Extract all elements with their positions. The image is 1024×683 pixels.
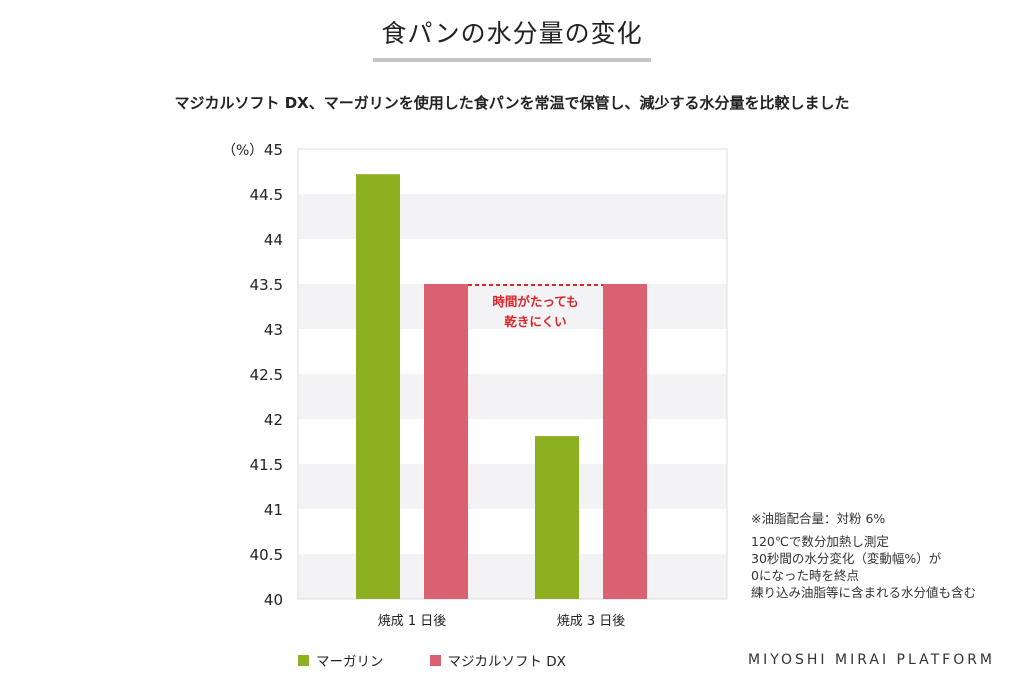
note-fat-ratio: ※油脂配合量：対粉 6% (751, 511, 886, 526)
bar-dx (424, 284, 468, 599)
title-underline (373, 58, 651, 62)
y-tick-label: 43 (264, 321, 283, 339)
legend-item-margarine: マーガリン (298, 650, 384, 670)
y-tick-label: 44 (264, 231, 283, 249)
legend-item-dx: マジカルソフト DX (429, 650, 566, 670)
note-variation: 30秒間の水分変化（変動幅%）が (751, 551, 942, 566)
y-tick-label: 41.5 (250, 456, 283, 474)
legend-label-margarine: マーガリン (316, 654, 384, 670)
y-tick-label: 43.5 (250, 276, 283, 294)
y-tick-label: 45 (264, 141, 283, 159)
plot-frame (297, 148, 728, 600)
legend-swatch-dx (429, 654, 441, 666)
y-tick-label: 42.5 (250, 366, 283, 384)
legend-swatch-margarine (298, 654, 309, 666)
legend-label-dx: マジカルソフト DX (447, 654, 566, 670)
bar-margarine (356, 174, 400, 599)
note-endpoint: 0になった時を終点 (751, 568, 859, 583)
y-tick-label: 40 (264, 591, 283, 609)
note-measure-method: 120℃で数分加熱し測定 (751, 534, 889, 549)
y-tick-label: 44.5 (250, 186, 283, 204)
chart-title: 食パンの水分量の変化 (381, 19, 643, 48)
x-category-label: 焼成 3 日後 (557, 614, 626, 629)
x-category-label: 焼成 1 日後 (378, 614, 447, 629)
y-tick-label: 40.5 (250, 546, 283, 564)
brand-logo-text: MIYOSHI MIRAI PLATFORM (748, 652, 996, 668)
y-tick-label: 41 (264, 501, 283, 519)
annotation-text-line2: 乾きにくい (504, 314, 566, 329)
y-axis-unit-label: （%） (222, 143, 263, 159)
y-tick-label: 42 (264, 411, 283, 429)
chart-legend: マーガリン マジカルソフト DX (298, 650, 612, 670)
chart-notes: ※油脂配合量：対粉 6% 120℃で数分加熱し測定 30秒間の水分変化（変動幅%… (751, 510, 976, 601)
annotation-text-line1: 時間がたっても (492, 294, 578, 309)
note-included-moisture: 練り込み油脂等に含まれる水分値も含む (751, 585, 977, 600)
bar-dx (603, 284, 647, 599)
chart-subtitle: マジカルソフト DX、マーガリンを使用した食パンを常温で保管し、減少する水分量を… (174, 94, 850, 112)
bar-margarine (535, 436, 579, 599)
